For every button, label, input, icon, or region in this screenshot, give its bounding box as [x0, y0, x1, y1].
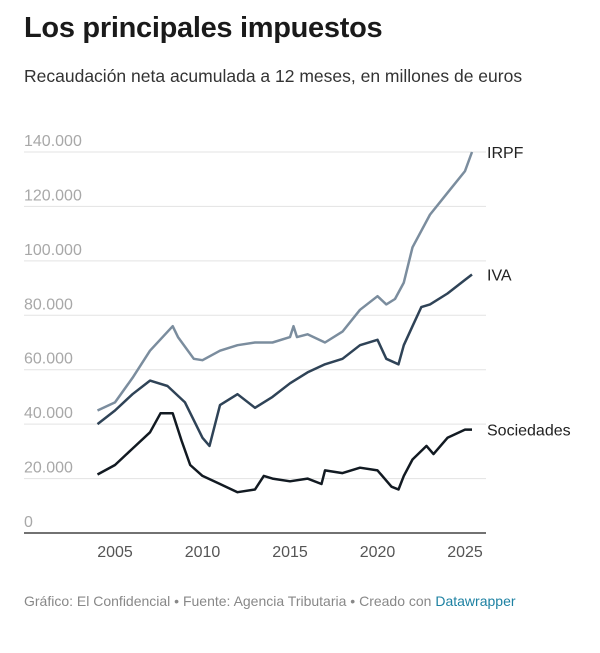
series-line-sociedades — [96, 412, 472, 494]
y-tick-label: 40.000 — [24, 405, 73, 422]
x-tick-label: 2020 — [360, 544, 396, 561]
chart-footer: Gráfico: El Confidencial • Fuente: Agenc… — [24, 592, 584, 611]
series-label-sociedades: Sociedades — [487, 423, 571, 440]
x-tick-label: 2015 — [272, 544, 308, 561]
y-tick-label: 60.000 — [24, 351, 73, 368]
series-line-irpf — [96, 151, 474, 412]
series-label-irpf: IRPF — [487, 145, 524, 162]
datawrapper-link[interactable]: Datawrapper — [435, 593, 516, 609]
series-line-iva — [96, 273, 473, 448]
y-tick-label: 80.000 — [24, 296, 73, 313]
y-tick-label: 100.000 — [24, 242, 82, 259]
series-label-iva: IVA — [487, 267, 512, 284]
x-tick-label: 2025 — [447, 544, 483, 561]
y-tick-label: 20.000 — [24, 460, 73, 477]
y-tick-label: 120.000 — [24, 187, 82, 204]
footer-credits: Gráfico: El Confidencial • Fuente: Agenc… — [24, 593, 432, 609]
chart-subtitle: Recaudación neta acumulada a 12 meses, e… — [24, 66, 523, 86]
y-tick-label: 0 — [24, 514, 33, 531]
x-tick-label: 2005 — [97, 544, 133, 561]
x-tick-label: 2010 — [185, 544, 221, 561]
y-tick-label: 140.000 — [24, 133, 82, 150]
chart-title: Los principales impuestos — [24, 12, 383, 44]
